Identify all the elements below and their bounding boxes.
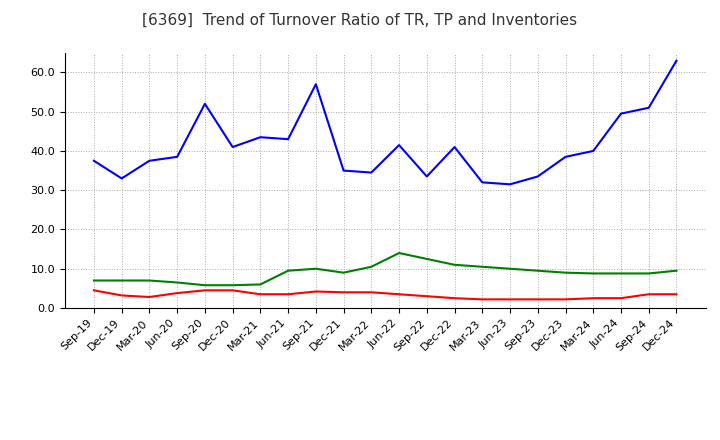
Trade Payables: [395, 143, 403, 148]
Trade Payables: [367, 170, 376, 175]
Trade Receivables: [89, 288, 98, 293]
Trade Payables: [201, 101, 210, 106]
Inventories: [145, 278, 154, 283]
Inventories: [561, 270, 570, 275]
Inventories: [256, 282, 265, 287]
Trade Payables: [423, 174, 431, 179]
Inventories: [117, 278, 126, 283]
Inventories: [478, 264, 487, 269]
Trade Receivables: [117, 293, 126, 298]
Trade Receivables: [534, 297, 542, 302]
Trade Receivables: [561, 297, 570, 302]
Trade Receivables: [423, 293, 431, 299]
Trade Payables: [256, 135, 265, 140]
Trade Receivables: [201, 288, 210, 293]
Trade Payables: [644, 105, 653, 110]
Trade Receivables: [228, 288, 237, 293]
Trade Receivables: [672, 292, 681, 297]
Trade Receivables: [395, 292, 403, 297]
Inventories: [450, 262, 459, 268]
Trade Receivables: [312, 289, 320, 294]
Line: Trade Payables: Trade Payables: [94, 61, 677, 184]
Trade Payables: [145, 158, 154, 163]
Inventories: [367, 264, 376, 269]
Trade Payables: [616, 111, 625, 116]
Trade Payables: [284, 136, 292, 142]
Trade Receivables: [173, 290, 181, 296]
Inventories: [201, 282, 210, 288]
Inventories: [395, 250, 403, 256]
Trade Payables: [534, 174, 542, 179]
Inventories: [284, 268, 292, 273]
Inventories: [589, 271, 598, 276]
Trade Payables: [312, 81, 320, 87]
Trade Receivables: [256, 292, 265, 297]
Inventories: [228, 282, 237, 288]
Text: [6369]  Trend of Turnover Ratio of TR, TP and Inventories: [6369] Trend of Turnover Ratio of TR, TP…: [143, 13, 577, 28]
Trade Payables: [89, 158, 98, 163]
Inventories: [89, 278, 98, 283]
Inventories: [173, 280, 181, 285]
Inventories: [534, 268, 542, 273]
Inventories: [616, 271, 625, 276]
Trade Payables: [117, 176, 126, 181]
Trade Receivables: [589, 296, 598, 301]
Trade Receivables: [367, 290, 376, 295]
Inventories: [672, 268, 681, 273]
Trade Payables: [228, 144, 237, 150]
Line: Inventories: Inventories: [94, 253, 677, 285]
Inventories: [644, 271, 653, 276]
Trade Receivables: [644, 292, 653, 297]
Trade Receivables: [505, 297, 514, 302]
Trade Payables: [672, 58, 681, 63]
Inventories: [312, 266, 320, 271]
Trade Receivables: [284, 292, 292, 297]
Line: Trade Receivables: Trade Receivables: [94, 290, 677, 299]
Trade Receivables: [478, 297, 487, 302]
Trade Payables: [561, 154, 570, 159]
Inventories: [505, 266, 514, 271]
Trade Payables: [339, 168, 348, 173]
Trade Payables: [505, 182, 514, 187]
Trade Payables: [173, 154, 181, 159]
Trade Payables: [589, 148, 598, 154]
Trade Payables: [450, 144, 459, 150]
Trade Receivables: [616, 296, 625, 301]
Trade Receivables: [339, 290, 348, 295]
Inventories: [339, 270, 348, 275]
Trade Receivables: [145, 294, 154, 300]
Inventories: [423, 256, 431, 261]
Trade Payables: [478, 180, 487, 185]
Trade Receivables: [450, 296, 459, 301]
